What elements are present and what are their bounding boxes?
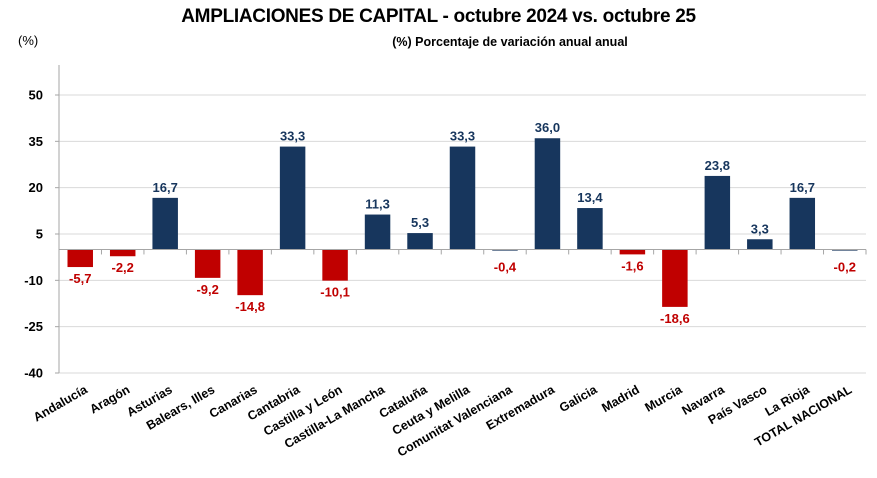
bar [704, 175, 731, 250]
y-tick-label: -40 [24, 366, 43, 381]
bar [492, 249, 518, 251]
data-label: -18,6 [660, 311, 690, 326]
bar [322, 249, 348, 281]
x-axis-label: Murcia [642, 382, 685, 415]
data-label: -9,2 [196, 282, 218, 297]
data-label: 11,3 [365, 197, 390, 212]
bar [534, 138, 561, 250]
axes [55, 65, 867, 374]
data-label: 36,0 [535, 120, 560, 135]
bar [237, 249, 263, 296]
chart-title: AMPLIACIONES DE CAPITAL - octubre 2024 v… [181, 6, 696, 27]
data-label: 3,3 [751, 221, 769, 236]
x-axis-label: Madrid [599, 382, 641, 415]
x-axis-label: Andalucía [31, 382, 91, 425]
data-label: -1,6 [621, 258, 643, 273]
bar [194, 249, 221, 278]
data-label: -5,7 [69, 271, 91, 286]
bar [747, 239, 773, 250]
data-label: 23,8 [705, 158, 730, 173]
bar [662, 249, 688, 307]
data-label: 33,3 [450, 129, 475, 144]
data-labels: -5,7 -2,2 16,7 -9,2 -14,8 33,3 -10,1 11,3 5,3 33,… [69, 120, 856, 326]
bar [619, 249, 646, 255]
bar [407, 233, 433, 250]
data-label: 13,4 [577, 190, 603, 205]
data-label: 5,3 [411, 215, 429, 230]
chart-subtitle: (%) Porcentaje de variación anual anual [392, 35, 628, 49]
bar [832, 249, 858, 251]
bar [279, 146, 306, 250]
x-axis-label: Galicia [557, 382, 600, 415]
data-label: 33,3 [280, 129, 305, 144]
bar [67, 249, 93, 268]
y-tick-label: 35 [29, 134, 43, 149]
data-label: -14,8 [235, 299, 265, 314]
bar [109, 249, 136, 257]
y-tick-label: 5 [36, 227, 43, 242]
data-label: -2,2 [112, 260, 134, 275]
y-tick-label: -10 [24, 273, 43, 288]
bars [67, 138, 858, 307]
y-axis-ticks: 50 35 20 5 -10 -25 -40 [24, 88, 43, 381]
y-tick-label: 20 [29, 180, 43, 195]
bar [152, 197, 178, 250]
bar [449, 146, 476, 250]
data-label: 16,7 [790, 180, 815, 195]
y-tick-label: 50 [29, 88, 43, 103]
bar [364, 214, 391, 250]
bar [789, 197, 816, 250]
data-label: -0,2 [834, 259, 856, 274]
data-label: 16,7 [153, 180, 178, 195]
data-label: -0,4 [494, 259, 517, 274]
data-label: -10,1 [320, 285, 350, 300]
bar [577, 208, 603, 250]
y-axis-unit: (%) [18, 33, 39, 48]
y-tick-label: -25 [24, 319, 43, 334]
